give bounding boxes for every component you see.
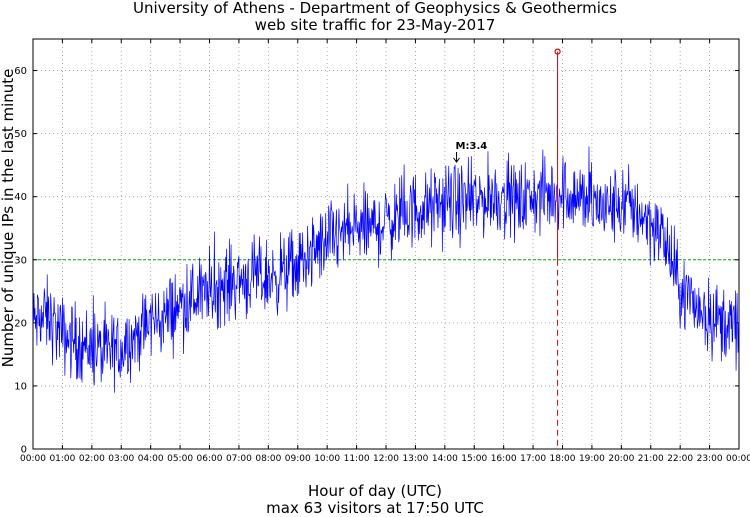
x-tick-label: 22:00 [667, 454, 693, 464]
x-tick-label: 12:00 [373, 454, 399, 464]
max-visitors-note: max 63 visitors at 17:50 UTC [266, 499, 484, 517]
x-tick-label: 21:00 [638, 454, 664, 464]
x-tick-label: 11:00 [344, 454, 370, 464]
x-tick-label: 10:00 [314, 454, 340, 464]
x-tick-label: 03:00 [108, 454, 134, 464]
x-tick-label: 23:00 [697, 454, 723, 464]
y-tick-label: 50 [14, 129, 27, 140]
annotation-label: M:3.4 [456, 141, 488, 152]
x-tick-label: 00:00 [20, 454, 46, 464]
y-tick-label: 0 [21, 445, 27, 456]
max-marker-group [554, 48, 561, 449]
y-tick-label: 60 [14, 66, 27, 77]
x-tick-label: 05:00 [167, 454, 193, 464]
x-tick-label: 08:00 [255, 454, 281, 464]
ticks-group: 00:00 01:00 02:00 03:00 04:00 05:00 06:00 07:00… [14, 39, 750, 464]
x-tick-label: 16:00 [491, 454, 517, 464]
max-marker-point [554, 48, 561, 55]
x-tick-label: 17:00 [520, 454, 546, 464]
y-tick-label: 10 [14, 381, 27, 392]
x-tick-label: 19:00 [579, 454, 605, 464]
chart-title: University of Athens - Department of Geo… [133, 0, 617, 17]
annotation-arrow-head [453, 157, 460, 163]
chart-subtitle: web site traffic for 23-May-2017 [254, 16, 496, 34]
x-tick-label: 15:00 [461, 454, 487, 464]
x-tick-label: 02:00 [79, 454, 105, 464]
series-group [32, 146, 739, 393]
traffic-series-line [32, 146, 739, 393]
x-axis-label: Hour of day (UTC) [308, 482, 442, 500]
x-tick-label: 20:00 [608, 454, 634, 464]
x-tick-label: 13:00 [402, 454, 428, 464]
x-tick-label: 04:00 [138, 454, 164, 464]
x-tick-label: 14:00 [432, 454, 458, 464]
x-tick-label: 01:00 [49, 454, 75, 464]
y-tick-label: 20 [14, 318, 27, 329]
y-tick-label: 40 [14, 192, 27, 203]
traffic-chart: 00:00 01:00 02:00 03:00 04:00 05:00 06:00 07:00… [14, 38, 750, 464]
x-tick-label: 00:00 [726, 454, 750, 464]
x-tick-label: 09:00 [285, 454, 311, 464]
annotation-group: M:3.4 [453, 141, 488, 163]
y-tick-label: 30 [14, 255, 27, 266]
x-tick-label: 07:00 [226, 454, 252, 464]
x-tick-label: 18:00 [550, 454, 576, 464]
x-tick-label: 06:00 [197, 454, 223, 464]
